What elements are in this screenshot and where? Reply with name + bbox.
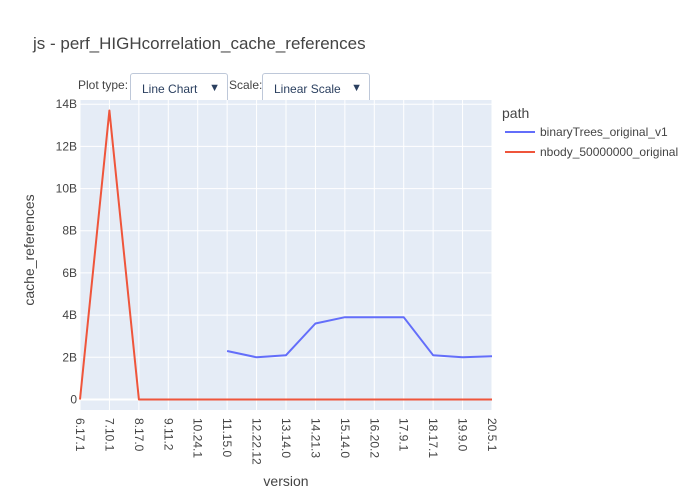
x-axis-title: version <box>263 473 308 489</box>
x-tick-label: 14.21.3 <box>308 418 322 458</box>
x-tick-label: 19.9.0 <box>456 418 470 452</box>
chart-title: js - perf_HIGHcorrelation_cache_referenc… <box>33 34 366 53</box>
y-tick-label: 4B <box>62 308 77 322</box>
chevron-down-icon: ▼ <box>209 82 220 94</box>
plot-type-label: Plot type: <box>78 78 129 92</box>
chevron-down-icon: ▼ <box>351 82 362 94</box>
x-tick-label: 18.17.1 <box>426 418 440 458</box>
x-tick-label: 16.20.2 <box>367 418 381 458</box>
plot-type-value: Line Chart <box>142 82 198 96</box>
y-tick-label: 2B <box>62 350 77 364</box>
y-tick-label: 10B <box>56 182 77 196</box>
series-line-1 <box>79 109 492 401</box>
y-tick-label: 0 <box>70 392 77 406</box>
legend-title: path <box>502 105 529 121</box>
plot-type-dropdown[interactable]: Line Chart ▼ <box>130 73 228 105</box>
x-tick-label: 20.5.1 <box>485 418 499 452</box>
x-tick-label: 8.17.0 <box>132 418 146 452</box>
x-tick-label: 10.24.1 <box>191 418 205 458</box>
x-tick-label: 9.11.2 <box>161 418 175 451</box>
x-tick-label: 11.15.0 <box>220 418 234 457</box>
legend-label: binaryTrees_original_v1 <box>540 125 668 139</box>
x-tick-label: 7.10.1 <box>102 418 116 452</box>
scale-dropdown[interactable]: Linear Scale ▼ <box>262 73 370 105</box>
y-tick-label: 12B <box>56 139 77 153</box>
x-tick-label: 6.17.1 <box>73 418 87 452</box>
scale-label: Scale: <box>229 78 263 92</box>
y-tick-label: 14B <box>56 97 77 111</box>
x-tick-label: 17.9.1 <box>397 418 411 452</box>
x-tick-label: 13.14.0 <box>279 418 293 458</box>
y-axis-title: cache_references <box>21 194 37 305</box>
series-line-0 <box>226 316 493 359</box>
legend-label: nbody_50000000_original <box>540 145 678 159</box>
scale-value: Linear Scale <box>274 82 341 96</box>
x-tick-label: 15.14.0 <box>338 418 352 458</box>
y-tick-label: 6B <box>62 266 77 280</box>
y-tick-label: 8B <box>62 224 77 238</box>
x-tick-label: 12.22.12 <box>250 418 264 465</box>
